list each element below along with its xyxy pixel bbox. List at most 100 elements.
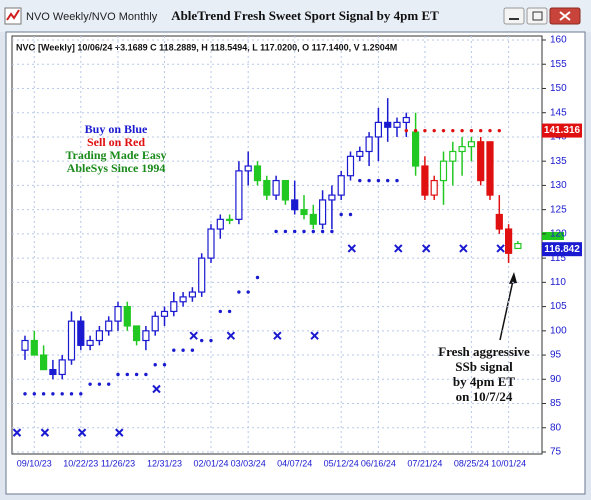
- y-tick-label: 85: [550, 398, 562, 409]
- candle-body: [421, 165, 429, 196]
- candle-body: [412, 131, 420, 167]
- price-box: [542, 123, 582, 138]
- stop-dot: [144, 372, 148, 377]
- stop-dot: [367, 178, 371, 183]
- stop-dot: [376, 178, 381, 183]
- candle-body: [207, 228, 215, 259]
- candle-body: [263, 179, 271, 196]
- stop-dot: [41, 392, 46, 396]
- stop-dot: [218, 309, 222, 314]
- signal-x: [77, 428, 87, 437]
- stop-dot: [451, 128, 455, 133]
- candle-body: [402, 116, 410, 123]
- x-tick-label: 08/25/24: [454, 458, 489, 468]
- signal-x: [394, 244, 403, 253]
- candle-body: [170, 301, 178, 313]
- stop-dot: [386, 178, 390, 183]
- minimize-button[interactable]: [503, 7, 525, 25]
- x-tick-label: 04/07/24: [277, 458, 312, 468]
- candle-body: [449, 150, 457, 162]
- candle-body: [319, 199, 327, 225]
- candle-body: [216, 218, 224, 230]
- candle-body: [281, 179, 289, 201]
- y-tick-label: 130: [550, 180, 567, 191]
- stop-dot: [237, 290, 241, 294]
- stop-dot: [227, 309, 232, 314]
- candle-body: [393, 121, 401, 128]
- x-tick-label: 12/31/23: [147, 458, 182, 468]
- candle-body: [467, 141, 475, 148]
- stop-dot: [339, 212, 343, 217]
- stop-dot: [200, 338, 204, 343]
- annotation: Sell on Red: [87, 135, 145, 149]
- y-tick-label: 120: [550, 229, 567, 240]
- candle-body: [253, 165, 262, 182]
- ohlc-header: NVO [Weekly] 10/06/24 +3.1689 C 118.2889…: [16, 42, 397, 52]
- y-tick-label: 105: [550, 301, 567, 312]
- restore-button[interactable]: [526, 7, 548, 25]
- stop-dot: [51, 392, 55, 396]
- stop-dot: [23, 392, 27, 396]
- candle-body: [244, 165, 252, 172]
- y-tick-label: 160: [550, 35, 567, 46]
- stop-dot: [181, 348, 185, 352]
- stop-dot: [134, 372, 139, 377]
- stop-dot: [488, 128, 492, 133]
- signal-x: [310, 331, 319, 340]
- candle-body: [21, 339, 29, 351]
- stop-dot: [460, 128, 464, 133]
- candle-body: [300, 209, 308, 216]
- stop-dot: [469, 128, 474, 133]
- signal-x: [273, 331, 282, 340]
- stop-dot: [432, 128, 436, 133]
- signal-x: [459, 244, 468, 253]
- title-bar: [0, 0, 591, 32]
- stop-dot: [79, 392, 83, 396]
- y-tick-label: 80: [550, 422, 562, 433]
- close-icon: [559, 11, 571, 21]
- candle-body: [226, 218, 234, 221]
- price-label: 116.842: [544, 244, 580, 255]
- candle-body: [49, 369, 57, 376]
- y-tick-label: 110: [550, 277, 566, 288]
- candle-body: [439, 160, 448, 182]
- stop-dot: [190, 348, 195, 352]
- signal-x: [12, 428, 22, 437]
- stop-dot: [348, 212, 353, 217]
- x-tick-label: 06/16/24: [361, 458, 396, 468]
- y-tick-label: 95: [550, 350, 562, 361]
- price-box: [542, 242, 582, 257]
- y-tick-label: 150: [550, 83, 567, 94]
- callout-text: by 4pm ET: [453, 374, 515, 389]
- candle-body: [151, 315, 159, 332]
- candle-body: [123, 305, 131, 327]
- stop-dot: [413, 128, 418, 133]
- stop-dot: [209, 338, 213, 343]
- candle-body: [458, 146, 466, 153]
- stop-dot: [283, 229, 288, 234]
- window-title: NVO Weekly/NVO Monthly: [26, 11, 158, 23]
- x-tick-label: 07/21/24: [407, 458, 442, 468]
- price-label: 141.316: [544, 125, 581, 136]
- stop-dot: [60, 392, 64, 396]
- candle-body: [337, 175, 345, 196]
- candle-body: [309, 213, 317, 225]
- candle-body: [486, 141, 494, 196]
- candle-body: [39, 354, 48, 371]
- y-tick-label: 135: [550, 156, 567, 167]
- signal-x: [115, 428, 124, 437]
- annotation: Trading Made Easy: [65, 148, 166, 162]
- callout-arrow: [499, 275, 515, 341]
- y-tick-label: 75: [550, 447, 562, 458]
- y-tick-label: 115: [550, 253, 566, 264]
- stop-dot: [255, 275, 260, 280]
- x-tick-label: 09/10/23: [17, 458, 52, 468]
- candle-body: [430, 179, 438, 196]
- stop-dot: [107, 382, 111, 386]
- y-tick-label: 155: [550, 59, 567, 70]
- candle-body: [114, 305, 122, 322]
- restore-icon: [532, 11, 543, 21]
- y-tick-label: 100: [550, 325, 567, 336]
